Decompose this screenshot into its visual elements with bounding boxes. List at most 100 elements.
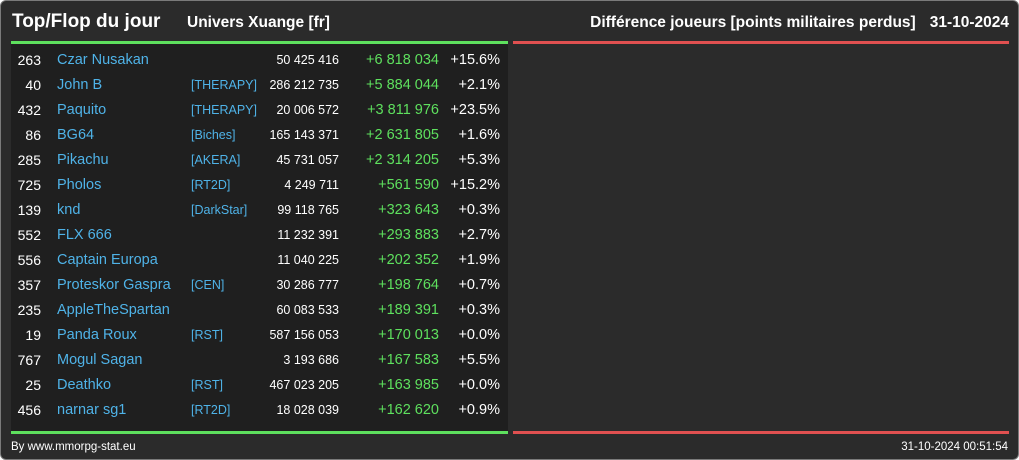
player-points: 587 156 053 (269, 328, 339, 342)
player-rank: 25 (25, 377, 41, 393)
universe-label: Univers Xuange [fr] (187, 14, 330, 31)
points-difference: +2 314 205 (366, 152, 439, 168)
player-rank: 40 (25, 77, 41, 93)
alliance-tag-link[interactable]: [RT2D] (191, 403, 231, 417)
alliance-tag-link[interactable]: [RST] (191, 328, 223, 342)
player-rank: 456 (17, 402, 41, 418)
list-item: 767 Mogul Sagan 3 193 686 +167 583 +5.5% (11, 348, 508, 373)
player-rank: 285 (17, 152, 41, 168)
list-item: 40 John B [THERAPY] 286 212 735 +5 884 044 +2… (11, 73, 508, 98)
player-name-link[interactable]: Panda Roux (57, 327, 137, 343)
list-item: 556 Captain Europa 11 040 225 +202 352 +1.9% (11, 248, 508, 273)
list-item: 725 Pholos [RT2D] 4 249 711 +561 590 +15.2% (11, 173, 508, 198)
player-rank: 432 (17, 102, 41, 118)
player-points: 3 193 686 (283, 353, 339, 367)
points-difference: +167 583 (378, 352, 439, 368)
percent-change: +23.5% (450, 102, 500, 118)
player-points: 20 006 572 (276, 103, 339, 117)
alliance-tag-link[interactable]: [DarkStar] (191, 203, 248, 217)
list-item: 139 knd [DarkStar] 99 118 765 +323 643 +0.3% (11, 198, 508, 223)
points-difference: +5 884 044 (366, 77, 439, 93)
player-points: 165 143 371 (269, 128, 339, 142)
top-panel-top-bar (11, 41, 508, 44)
metric-heading: Différence joueurs [points militaires pe… (590, 12, 1009, 34)
player-points: 99 118 765 (277, 203, 339, 217)
player-name-link[interactable]: Pholos (57, 177, 102, 193)
player-points: 4 249 711 (284, 178, 339, 192)
player-name-link[interactable]: AppleTheSpartan (57, 302, 170, 318)
player-rank: 139 (17, 202, 41, 218)
points-difference: +163 985 (378, 377, 439, 393)
percent-change: +0.3% (458, 202, 500, 218)
top-panel-bottom-bar (11, 431, 508, 434)
points-difference: +561 590 (378, 177, 439, 193)
list-item: 456 narnar sg1 [RT2D] 18 028 039 +162 620 +0.… (11, 398, 508, 423)
alliance-tag-link[interactable]: [THERAPY] (191, 103, 257, 117)
player-name-link[interactable]: Deathko (57, 377, 112, 393)
points-difference: +323 643 (378, 202, 439, 218)
header: Top/Flop du jour Univers Xuange [fr] Dif… (12, 9, 1009, 37)
list-item: 263 Czar Nusakan 50 425 416 +6 818 034 +15.6… (11, 48, 508, 73)
percent-change: +0.0% (458, 377, 500, 393)
top-list: 263 Czar Nusakan 50 425 416 +6 818 034 +15.6… (11, 48, 508, 423)
points-difference: +2 631 805 (366, 127, 439, 143)
player-points: 30 286 777 (276, 278, 339, 292)
player-rank: 263 (17, 52, 41, 68)
alliance-tag-link[interactable]: [Biches] (191, 128, 236, 142)
alliance-tag-link[interactable]: [CEN] (191, 278, 225, 292)
player-points: 11 232 391 (277, 228, 339, 242)
player-rank: 19 (25, 327, 41, 343)
percent-change: +2.7% (458, 227, 500, 243)
player-name-link[interactable]: Pikachu (57, 152, 109, 168)
player-rank: 552 (17, 227, 41, 243)
player-points: 11 040 225 (277, 253, 339, 267)
percent-change: +15.2% (450, 177, 500, 193)
metric-label: Différence joueurs [points militaires pe… (590, 14, 916, 31)
player-name-link[interactable]: Czar Nusakan (57, 52, 149, 68)
list-item: 285 Pikachu [AKERA] 45 731 057 +2 314 205 +5.… (11, 148, 508, 173)
list-item: 432 Paquito [THERAPY] 20 006 572 +3 811 976 +… (11, 98, 508, 123)
flop-panel-top-bar (513, 41, 1009, 44)
points-difference: +6 818 034 (366, 52, 439, 68)
player-name-link[interactable]: Mogul Sagan (57, 352, 143, 368)
percent-change: +0.7% (458, 277, 500, 293)
player-name-link[interactable]: Paquito (57, 102, 107, 118)
player-rank: 235 (17, 302, 41, 318)
points-difference: +198 764 (378, 277, 439, 293)
footer-source: By www.mmorpg-stat.eu (11, 441, 136, 453)
percent-change: +5.5% (458, 352, 500, 368)
alliance-tag-link[interactable]: [AKERA] (191, 153, 241, 167)
player-name-link[interactable]: FLX 666 (57, 227, 112, 243)
player-name-link[interactable]: Proteskor Gaspra (57, 277, 171, 293)
player-name-link[interactable]: John B (57, 77, 103, 93)
player-points: 467 023 205 (269, 378, 339, 392)
header-date: 31-10-2024 (929, 14, 1009, 31)
points-difference: +170 013 (378, 327, 439, 343)
player-name-link[interactable]: BG64 (57, 127, 95, 143)
alliance-tag-link[interactable]: [RST] (191, 378, 223, 392)
player-name-link[interactable]: Captain Europa (57, 252, 158, 268)
list-item: 25 Deathko [RST] 467 023 205 +163 985 +0.0% (11, 373, 508, 398)
player-name-link[interactable]: narnar sg1 (57, 402, 127, 418)
player-rank: 767 (17, 352, 41, 368)
percent-change: +1.9% (458, 252, 500, 268)
points-difference: +162 620 (378, 402, 439, 418)
percent-change: +0.9% (458, 402, 500, 418)
footer-timestamp: 31-10-2024 00:51:54 (901, 441, 1008, 453)
alliance-tag-link[interactable]: [RT2D] (191, 178, 231, 192)
percent-change: +0.3% (458, 302, 500, 318)
list-item: 86 BG64 [Biches] 165 143 371 +2 631 805 +1.6% (11, 123, 508, 148)
alliance-tag-link[interactable]: [THERAPY] (191, 78, 257, 92)
percent-change: +5.3% (458, 152, 500, 168)
player-rank: 725 (17, 177, 41, 193)
list-item: 19 Panda Roux [RST] 587 156 053 +170 013 +0.0… (11, 323, 508, 348)
page-title: Top/Flop du jour (12, 11, 161, 32)
list-item: 552 FLX 666 11 232 391 +293 883 +2.7% (11, 223, 508, 248)
points-difference: +3 811 976 (367, 102, 439, 118)
player-points: 50 425 416 (276, 53, 339, 67)
percent-change: +15.6% (450, 52, 500, 68)
list-item: 357 Proteskor Gaspra [CEN] 30 286 777 +198 7… (11, 273, 508, 298)
percent-change: +0.0% (458, 327, 500, 343)
player-name-link[interactable]: knd (57, 202, 81, 218)
